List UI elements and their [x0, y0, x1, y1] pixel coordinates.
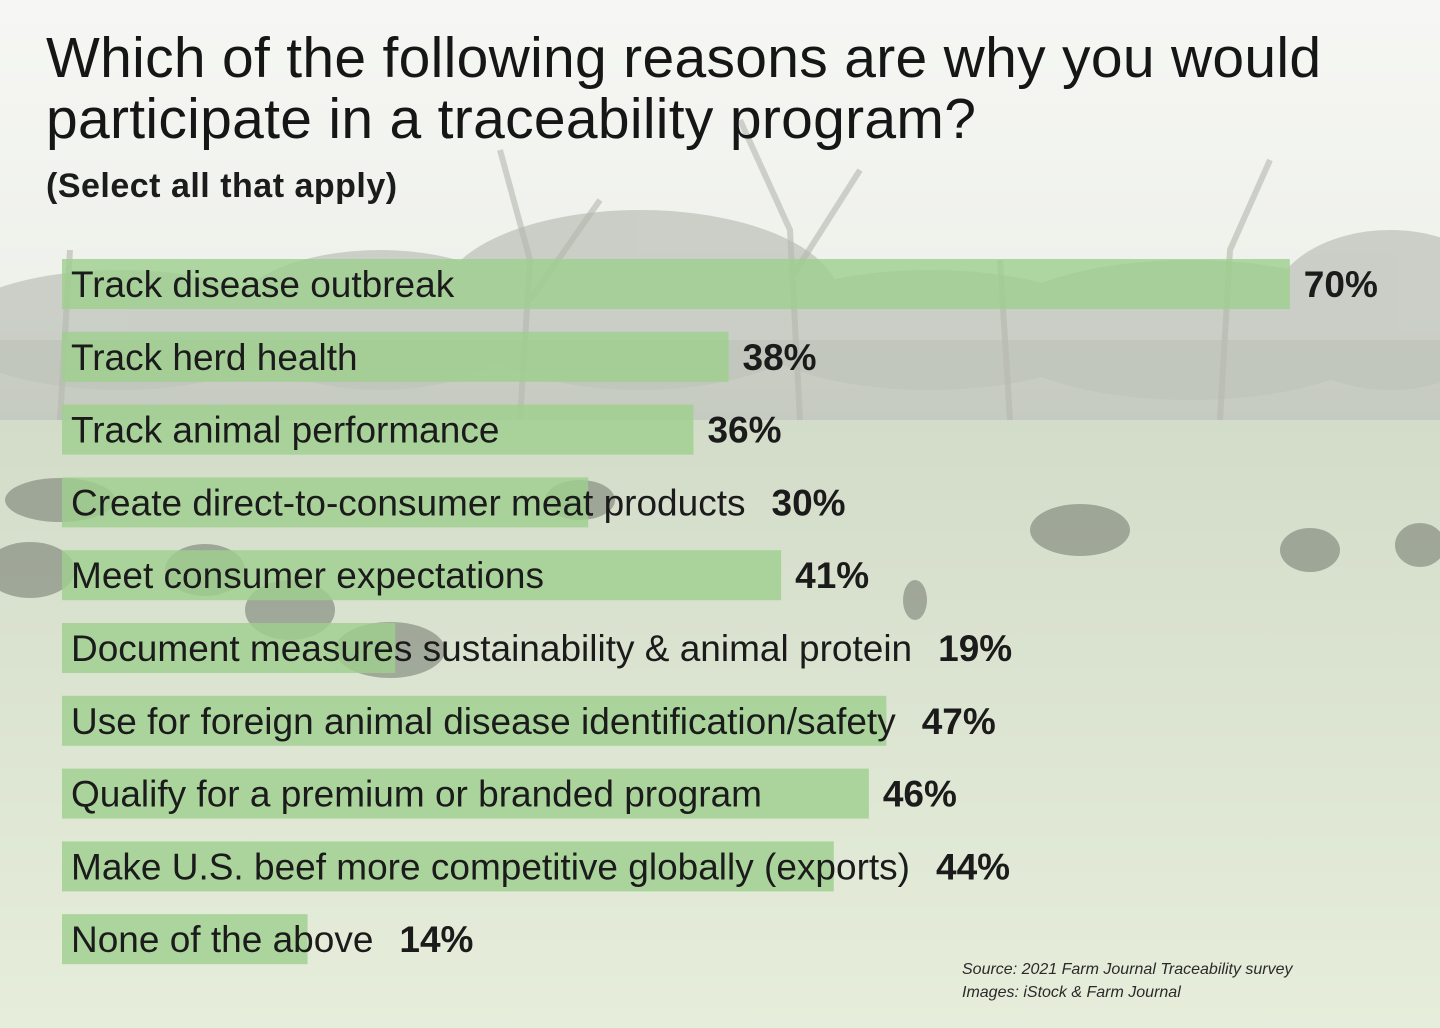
bar-category-label: Meet consumer expectations	[71, 555, 544, 596]
bar-value-label: 14%	[399, 919, 473, 960]
bar-category-label: None of the above	[71, 919, 373, 960]
bar-value-label: 41%	[795, 555, 869, 596]
bar-value-label: 30%	[772, 482, 846, 523]
bar-row: None of the above 14%	[62, 914, 473, 965]
bar-value-label: 36%	[707, 410, 781, 451]
bar-category-label: Track animal performance	[71, 410, 499, 451]
chart-subtitle: (Select all that apply)	[46, 167, 398, 205]
bar-row: Document measures sustainability & anima…	[62, 623, 1012, 673]
bar-value-label: 47%	[922, 701, 996, 742]
bar-row: Track disease outbreak 70%	[62, 259, 1378, 309]
source-line: Source: 2021 Farm Journal Traceability s…	[962, 961, 1293, 978]
bar-row: Track herd health 38%	[62, 331, 817, 382]
bar	[62, 404, 694, 455]
bar	[62, 914, 308, 965]
bar-value-label: 46%	[883, 774, 957, 815]
bar-row: Create direct-to-consumer meat products 3…	[62, 477, 846, 528]
bars-group: Track disease outbreak 70% Track herd heal…	[62, 259, 1378, 965]
bar-value-label: 70%	[1304, 264, 1378, 305]
bar	[62, 259, 1290, 309]
bar-row: Use for foreign animal disease identific…	[62, 695, 996, 746]
bar-category-label: Make U.S. beef more competitive globally…	[71, 846, 910, 887]
image-credit-line: Images: iStock & Farm Journal	[962, 984, 1181, 1001]
bar-row: Track animal performance 36%	[62, 404, 782, 455]
bar-category-label: Create direct-to-consumer meat products	[71, 482, 746, 523]
bar	[62, 695, 887, 746]
bar-value-label: 19%	[938, 628, 1012, 669]
bar-category-label: Qualify for a premium or branded program	[71, 774, 762, 815]
chart-title: Which of the following reasons are why y…	[46, 26, 1322, 151]
bar-category-label: Use for foreign animal disease identific…	[71, 701, 896, 742]
bar-category-label: Track disease outbreak	[71, 264, 455, 305]
bar-category-label: Document measures sustainability & anima…	[71, 628, 912, 669]
bar	[62, 623, 396, 673]
bar	[62, 550, 782, 601]
bar	[62, 331, 729, 382]
bar	[62, 768, 869, 819]
bar-row: Qualify for a premium or branded program…	[62, 768, 957, 819]
bar-value-label: 44%	[936, 846, 1010, 887]
bar	[62, 841, 834, 892]
bar	[62, 477, 589, 528]
bar-value-label: 38%	[743, 337, 817, 378]
bar-row: Meet consumer expectations 41%	[62, 550, 869, 601]
bar-row: Make U.S. beef more competitive globally…	[62, 841, 1010, 892]
source-note: Source: 2021 Farm Journal Traceability s…	[962, 958, 1293, 1004]
bar-category-label: Track herd health	[71, 337, 358, 378]
